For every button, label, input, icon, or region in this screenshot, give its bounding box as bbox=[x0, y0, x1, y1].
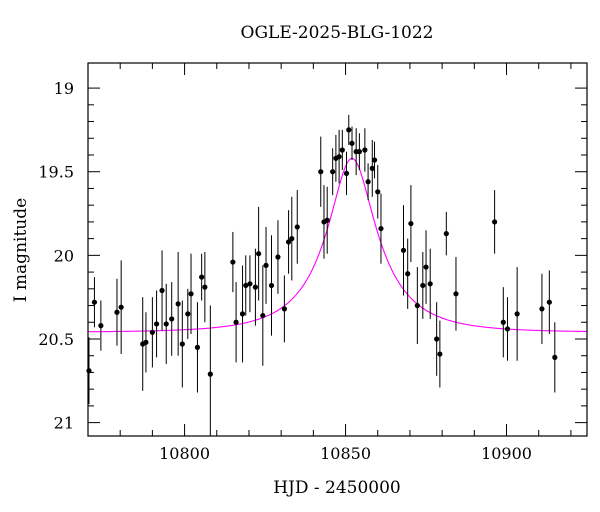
x-tick-label: 10800 bbox=[159, 444, 210, 463]
model-curve-layer bbox=[87, 157, 588, 333]
data-point bbox=[552, 354, 558, 360]
y-tick-labels: 19 19.5 20 20.5 21 bbox=[38, 79, 74, 433]
data-point bbox=[420, 282, 426, 289]
data-point bbox=[247, 281, 253, 287]
data-point bbox=[194, 344, 201, 350]
data-point bbox=[230, 259, 236, 265]
data-point bbox=[153, 321, 160, 327]
data-point bbox=[362, 147, 368, 153]
data-point bbox=[318, 169, 324, 175]
data-point bbox=[437, 351, 443, 357]
data-point bbox=[356, 149, 362, 155]
data-point bbox=[443, 231, 449, 237]
data-points-layer bbox=[86, 114, 558, 436]
y-tick-label: 19.5 bbox=[38, 163, 74, 182]
data-point bbox=[294, 224, 300, 230]
data-point bbox=[233, 319, 239, 325]
data-point bbox=[281, 306, 287, 312]
y-tick-label: 20.5 bbox=[38, 330, 74, 349]
data-point bbox=[91, 299, 98, 305]
data-point bbox=[289, 236, 295, 242]
chart-title: OGLE-2025-BLG-1022 bbox=[241, 23, 434, 43]
data-point bbox=[239, 311, 246, 317]
data-point bbox=[169, 316, 175, 322]
data-point bbox=[336, 154, 342, 160]
data-point bbox=[285, 239, 292, 245]
data-point bbox=[369, 165, 375, 171]
data-point bbox=[188, 291, 194, 297]
y-axis-label: I magnitude bbox=[11, 198, 31, 302]
data-point bbox=[500, 319, 506, 325]
data-point bbox=[400, 247, 407, 253]
data-point bbox=[260, 312, 266, 319]
data-point bbox=[434, 336, 440, 342]
data-point bbox=[339, 147, 345, 153]
data-point bbox=[175, 301, 181, 307]
x-axis-label: HJD - 2450000 bbox=[273, 478, 401, 498]
data-point bbox=[149, 329, 155, 335]
model-curve bbox=[87, 157, 588, 333]
data-point bbox=[349, 140, 355, 146]
data-point bbox=[346, 127, 352, 133]
data-point bbox=[405, 271, 411, 277]
data-point bbox=[492, 219, 498, 225]
data-point bbox=[408, 220, 414, 227]
data-point bbox=[202, 284, 208, 290]
data-point bbox=[263, 262, 269, 268]
data-point bbox=[514, 311, 520, 317]
data-point bbox=[143, 339, 149, 345]
data-point bbox=[546, 299, 552, 305]
data-point bbox=[375, 189, 381, 195]
data-point bbox=[159, 287, 165, 294]
y-tick-label: 21 bbox=[54, 414, 74, 433]
x-tick-label: 10850 bbox=[320, 444, 371, 463]
data-point bbox=[114, 309, 120, 315]
x-tick-labels: 10800 10850 10900 bbox=[159, 444, 532, 463]
data-point bbox=[427, 281, 433, 287]
data-point bbox=[324, 217, 330, 223]
data-point bbox=[371, 157, 378, 163]
y-tick-label: 20 bbox=[54, 246, 74, 265]
data-point bbox=[539, 306, 545, 312]
data-point bbox=[179, 341, 185, 347]
data-point bbox=[453, 291, 459, 297]
axis-ticks bbox=[88, 63, 587, 436]
data-point bbox=[199, 274, 205, 280]
data-point bbox=[423, 264, 429, 270]
data-point bbox=[504, 326, 511, 332]
data-point bbox=[268, 282, 275, 289]
data-point bbox=[343, 170, 350, 176]
data-point bbox=[118, 304, 124, 310]
data-point bbox=[98, 323, 104, 329]
data-point bbox=[330, 169, 336, 175]
data-point bbox=[378, 225, 384, 232]
data-point bbox=[163, 321, 169, 327]
data-point bbox=[252, 284, 259, 290]
data-point bbox=[185, 311, 191, 317]
data-point bbox=[256, 251, 262, 257]
data-point bbox=[414, 302, 420, 309]
data-point bbox=[207, 371, 213, 377]
data-point bbox=[275, 254, 281, 260]
y-tick-label: 19 bbox=[54, 79, 74, 98]
x-tick-label: 10900 bbox=[481, 444, 532, 463]
data-point bbox=[365, 179, 371, 185]
data-point bbox=[243, 282, 249, 289]
plot-frame bbox=[87, 62, 588, 437]
